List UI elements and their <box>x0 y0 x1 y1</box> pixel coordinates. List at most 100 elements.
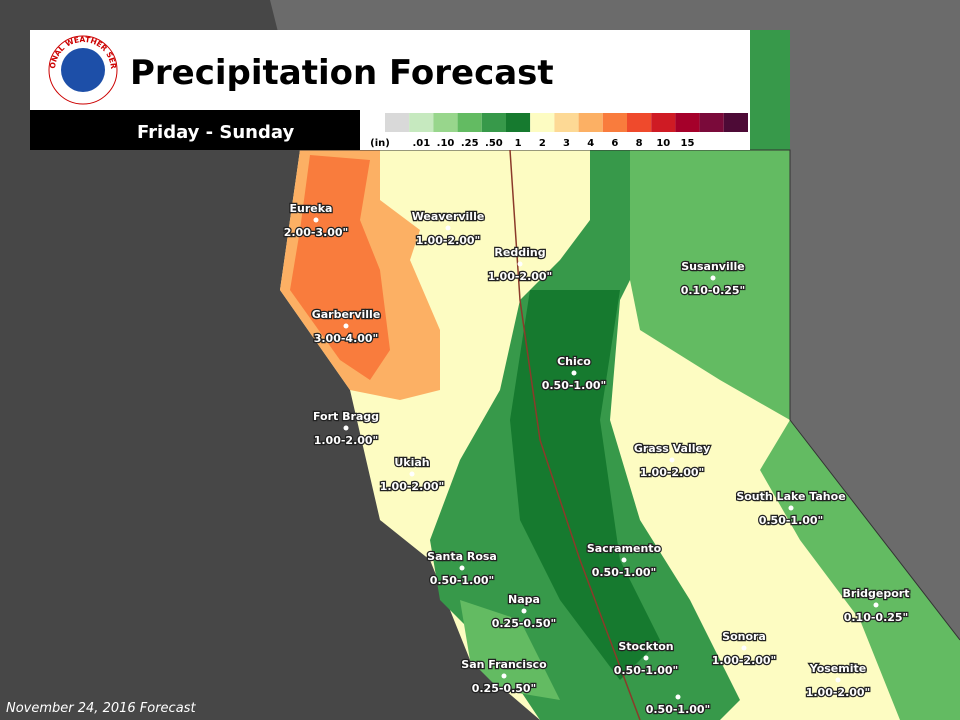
city-dot <box>313 217 319 223</box>
logo-disc <box>61 48 105 92</box>
cities: Eureka 2.00-3.00" Weaverville 1.00-2.00" Red… <box>282 201 910 718</box>
city-value: 2.00-3.00" <box>284 226 349 239</box>
city-dot <box>445 225 451 231</box>
city-dot <box>710 275 716 281</box>
zone-east-green <box>630 150 790 420</box>
legend-label: .01 <box>412 138 430 149</box>
city-value: 0.10-0.25" <box>681 284 746 297</box>
city-name: Garberville <box>312 308 381 321</box>
legend-swatch <box>554 113 579 132</box>
city-dot <box>643 655 649 661</box>
city-dot <box>788 505 794 511</box>
city-name: Santa Rosa <box>427 550 497 563</box>
city-value: 1.00-2.00" <box>712 654 777 667</box>
city-name: Stockton <box>618 640 673 653</box>
city-dot <box>409 471 415 477</box>
legend-swatch <box>578 113 603 132</box>
city-value: 0.50-1.00" <box>646 703 711 716</box>
header-box <box>30 30 750 110</box>
legend-label: 2 <box>539 138 546 149</box>
zone-red-orange <box>290 155 390 380</box>
legend-label: .10 <box>437 138 455 149</box>
legend-label: 10 <box>656 138 670 149</box>
city-dot <box>621 557 627 563</box>
legend-swatch <box>699 113 724 132</box>
footer: November 24, 2016 Forecast <box>6 701 196 716</box>
legend-label: 6 <box>611 138 618 149</box>
legend-swatch <box>627 113 652 132</box>
legend-label: 8 <box>636 138 643 149</box>
legend-swatch <box>723 113 748 132</box>
legend-swatch <box>481 113 506 132</box>
city-value: 3.00-4.00" <box>314 332 379 345</box>
city-value: 0.25-0.50" <box>492 617 557 630</box>
city-name: Napa <box>508 593 540 606</box>
city-name: Weaverville <box>412 210 485 223</box>
city-dot <box>521 608 527 614</box>
city-name: Grass Valley <box>634 442 710 455</box>
legend-swatch <box>506 113 531 132</box>
highway <box>509 149 641 720</box>
city-name: Bridgeport <box>843 587 910 600</box>
city-name: Fort Bragg <box>313 410 379 423</box>
city-name: Susanville <box>681 260 745 273</box>
city-value: 0.50-1.00" <box>592 566 657 579</box>
legend-swatch <box>409 113 434 132</box>
zone-north-green <box>750 30 790 150</box>
city-dot <box>343 425 349 431</box>
city-dot <box>741 645 747 651</box>
legend-swatch <box>433 113 458 132</box>
city-value: 0.50-1.00" <box>614 664 679 677</box>
legend-label: 3 <box>563 138 570 149</box>
city-dot <box>501 673 507 679</box>
city-name: Chico <box>557 355 591 368</box>
city-dot <box>669 457 675 463</box>
city-dot <box>675 694 681 700</box>
city-value: 0.25-0.50" <box>472 682 537 695</box>
zone-sierra-green <box>760 420 960 720</box>
legend-label: (in) <box>370 138 390 149</box>
city-dot <box>343 323 349 329</box>
zone-bay <box>460 600 560 700</box>
city-value: 1.00-2.00" <box>640 466 705 479</box>
city-value: 1.00-2.00" <box>416 234 481 247</box>
title: Precipitation Forecast <box>130 53 554 93</box>
legend-swatch <box>675 113 700 132</box>
zone-dark-green <box>510 290 660 680</box>
legend-label: 15 <box>681 138 695 149</box>
legend-swatch <box>602 113 627 132</box>
city-value: 0.10-0.25" <box>844 611 909 624</box>
city-dot <box>873 602 879 608</box>
city-name: Yosemite <box>809 662 866 675</box>
city-name: Redding <box>494 246 545 259</box>
city-name: Ukiah <box>394 456 429 469</box>
city-value: 1.00-2.00" <box>488 270 553 283</box>
legend-label: 1 <box>515 138 522 149</box>
city-name: South Lake Tahoe <box>736 490 845 503</box>
city-value: 0.50-1.00" <box>542 379 607 392</box>
legend-swatch <box>651 113 676 132</box>
legend-label: .25 <box>461 138 479 149</box>
subtitle: Friday - Sunday <box>137 122 294 143</box>
city-name: Sonora <box>722 630 766 643</box>
legend-swatch <box>457 113 482 132</box>
legend-swatch <box>385 113 410 132</box>
city-name: Sacramento <box>587 542 662 555</box>
city-value: 0.50-1.00" <box>430 574 495 587</box>
city-value: 1.00-2.00" <box>380 480 445 493</box>
city-dot <box>571 370 577 376</box>
legend: (in) .01 .10 .25 .50 1 2 3 4 6 8 10 15 <box>370 113 748 149</box>
city-value: 1.00-2.00" <box>806 686 871 699</box>
city-value: 0.50-1.00" <box>759 514 824 527</box>
city-value: 1.00-2.00" <box>314 434 379 447</box>
city-dot <box>459 565 465 571</box>
legend-label: 4 <box>587 138 594 149</box>
city-dot <box>835 677 841 683</box>
legend-label: .50 <box>485 138 503 149</box>
city-dot <box>517 261 523 267</box>
subtitle-bar <box>30 110 360 150</box>
city-name: San Francisco <box>461 658 547 671</box>
city-name: Eureka <box>290 202 333 215</box>
legend-swatch <box>530 113 555 132</box>
